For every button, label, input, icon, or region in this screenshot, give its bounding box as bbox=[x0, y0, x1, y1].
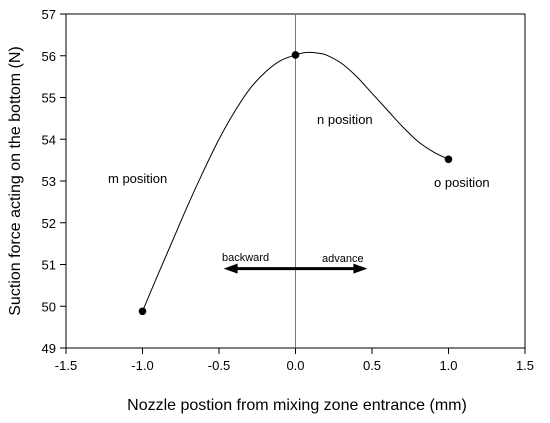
x-tick-label: -0.5 bbox=[208, 358, 230, 373]
data-point bbox=[291, 51, 300, 59]
data-point bbox=[138, 307, 147, 316]
x-tick-label: 0.5 bbox=[363, 358, 381, 373]
y-tick-label: 49 bbox=[42, 341, 56, 356]
x-tick-label: -1.5 bbox=[55, 358, 77, 373]
y-tick-label: 56 bbox=[42, 49, 56, 64]
y-tick-label: 53 bbox=[42, 174, 56, 189]
annotation-n-position: n position bbox=[317, 112, 373, 127]
annotation-m-position: m position bbox=[108, 171, 167, 186]
annotation-advance: advance bbox=[322, 253, 364, 265]
y-tick-label: 52 bbox=[42, 216, 56, 231]
series-curve bbox=[142, 51, 449, 312]
y-tick-label: 55 bbox=[42, 91, 56, 106]
x-tick-label: -1.0 bbox=[131, 358, 153, 373]
y-tick-label: 54 bbox=[42, 132, 56, 147]
x-tick-label: 1.0 bbox=[439, 358, 457, 373]
annotation-o-position: o position bbox=[434, 175, 490, 190]
y-tick-label: 50 bbox=[42, 299, 56, 314]
y-axis-title: Suction force acting on the bottom (N) bbox=[7, 46, 24, 315]
x-tick-label: 1.5 bbox=[516, 358, 534, 373]
arrow-head-left bbox=[223, 263, 238, 274]
y-tick-label: 51 bbox=[42, 258, 56, 273]
arrow-head-right bbox=[353, 263, 368, 274]
x-tick-label: 0.0 bbox=[286, 358, 304, 373]
annotation-backward: backward bbox=[222, 252, 269, 264]
x-axis-title: Nozzle postion from mixing zone entrance… bbox=[127, 397, 467, 414]
data-point bbox=[444, 155, 453, 164]
y-tick-label: 57 bbox=[42, 7, 56, 22]
